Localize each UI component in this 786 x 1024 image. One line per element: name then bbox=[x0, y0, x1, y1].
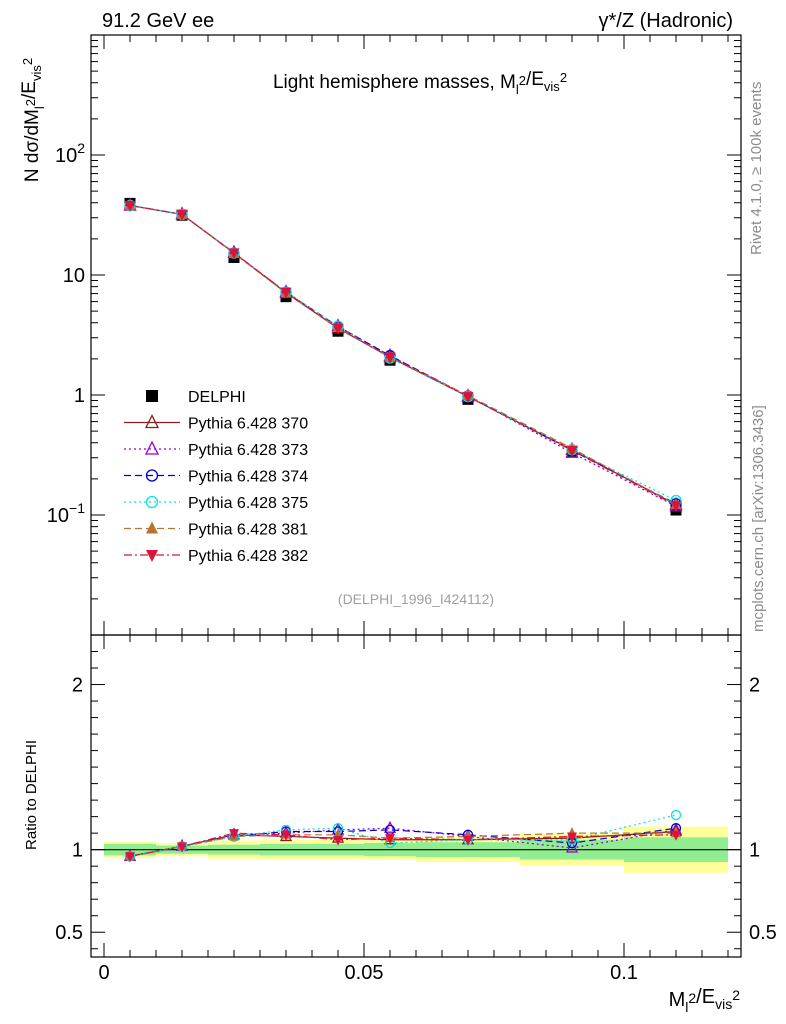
marker-triangle-down bbox=[229, 829, 239, 840]
marker-triangle-down bbox=[228, 248, 240, 260]
legend-label: Pythia 6.428 373 bbox=[188, 442, 308, 459]
marker-circle bbox=[145, 469, 159, 482]
process-label: γ*/Z (Hadronic) bbox=[599, 10, 733, 32]
analysis-id: (DELPHI_1996_I424112) bbox=[338, 591, 494, 607]
ratio-y-tick-label: 0.5 bbox=[55, 922, 83, 944]
main-y-axis-label: N dσ/dMl2/Evis2 bbox=[19, 58, 47, 182]
y-tick-exponent: 2 bbox=[77, 140, 85, 156]
superscript: 2 bbox=[560, 70, 567, 85]
ratio-y-axis-label: Ratio to DELPHI bbox=[23, 740, 40, 850]
marker-triangle-down bbox=[177, 842, 187, 853]
rivet-label: Rivet 4.1.0, ≥ 100k events bbox=[748, 82, 765, 255]
superscript: 2 bbox=[519, 73, 526, 88]
marker-triangle-down bbox=[125, 852, 135, 863]
marker-triangle-down bbox=[384, 352, 396, 364]
series-line bbox=[129, 204, 677, 507]
superscript: 2 bbox=[20, 58, 35, 65]
marker-triangle-down bbox=[124, 200, 136, 212]
chart-title: Light hemisphere masses, Ml2/Evis2 bbox=[273, 69, 567, 97]
marker-triangle-down bbox=[567, 832, 577, 843]
marker-circle bbox=[670, 809, 682, 821]
subscript: vis bbox=[715, 996, 732, 1012]
subscript: l bbox=[516, 82, 519, 97]
ratio-y-tick-label-right: 2 bbox=[749, 675, 760, 697]
text-run: Light hemisphere masses, M bbox=[273, 72, 516, 93]
ratio-plot-frame bbox=[90, 634, 742, 958]
text-run: N dσ/dM bbox=[22, 109, 43, 182]
legend-label: Pythia 6.428 375 bbox=[188, 495, 308, 512]
marker-triangle-down bbox=[281, 830, 291, 841]
main-plot-frame bbox=[90, 34, 742, 636]
y-tick-label: 10−1 bbox=[47, 500, 85, 527]
marker-triangle-down bbox=[566, 445, 578, 457]
subscript: l bbox=[32, 106, 47, 109]
legend-label: Pythia 6.428 382 bbox=[188, 548, 308, 565]
text-run: /E bbox=[526, 69, 544, 90]
marker-triangle-down bbox=[670, 500, 682, 512]
legend-label: Pythia 6.428 370 bbox=[188, 416, 308, 433]
text-run: /E bbox=[696, 986, 715, 1008]
marker-triangle-down bbox=[671, 830, 681, 841]
marker-triangle-down bbox=[333, 835, 343, 846]
marker-triangle-down bbox=[385, 834, 395, 845]
marker-triangle-down bbox=[332, 323, 344, 335]
legend-label: Pythia 6.428 381 bbox=[188, 522, 308, 539]
mcplots-label: mcplots.cern.ch [arXiv:1306.3436] bbox=[750, 405, 767, 632]
superscript: 2 bbox=[23, 99, 38, 106]
marker-triangle-down bbox=[146, 550, 158, 562]
x-axis-label: Ml2/Evis2 bbox=[669, 986, 741, 1015]
series-line bbox=[129, 204, 677, 505]
text-run: M bbox=[669, 989, 686, 1011]
x-tick-label: 0.05 bbox=[345, 962, 384, 984]
main-series bbox=[123, 197, 683, 516]
marker-triangle-down bbox=[176, 209, 188, 221]
y-tick-exponent: −1 bbox=[69, 500, 85, 516]
superscript: 2 bbox=[732, 987, 740, 1003]
subscript: vis bbox=[544, 79, 560, 94]
legend-label: DELPHI bbox=[188, 389, 246, 406]
y-axis-label-text: N dσ/dMl2/Evis2 bbox=[19, 58, 47, 182]
ratio-y-tick-label: 1 bbox=[72, 840, 83, 862]
ratio-y-tick-label-right: 1 bbox=[749, 840, 760, 862]
y-tick-label: 1 bbox=[74, 385, 85, 407]
series-line bbox=[129, 204, 677, 506]
x-tick-label: 0.1 bbox=[610, 962, 638, 984]
ratio-y-tick-label: 2 bbox=[72, 675, 83, 697]
marker-triangle-down bbox=[280, 287, 292, 299]
marker-triangle-up bbox=[144, 414, 160, 429]
x-tick-label: 0 bbox=[98, 962, 109, 984]
subscript: vis bbox=[29, 65, 44, 81]
marker-triangle-down bbox=[462, 392, 474, 404]
ratio-y-tick-label-right: 0.5 bbox=[749, 922, 777, 944]
marker-square bbox=[146, 390, 158, 402]
marker-circle bbox=[145, 495, 159, 509]
marker-triangle-up bbox=[144, 440, 160, 455]
legend: DELPHI Pythia 6.428 370 Pythia 6.428 373 Py… bbox=[124, 389, 308, 565]
energy-label: 91.2 GeV ee bbox=[102, 10, 214, 32]
subscript: l bbox=[685, 999, 688, 1015]
marker-triangle-up bbox=[146, 521, 158, 534]
x-axis-label-text: Ml2/Evis2 bbox=[669, 986, 741, 1015]
text-run: /E bbox=[19, 81, 40, 99]
y-tick-label: 10 bbox=[63, 265, 85, 287]
y-tick-label: 102 bbox=[55, 140, 85, 167]
ratio-series bbox=[123, 809, 683, 863]
marker-triangle-down bbox=[463, 835, 473, 846]
superscript: 2 bbox=[688, 990, 696, 1006]
legend-label: Pythia 6.428 374 bbox=[188, 469, 308, 486]
